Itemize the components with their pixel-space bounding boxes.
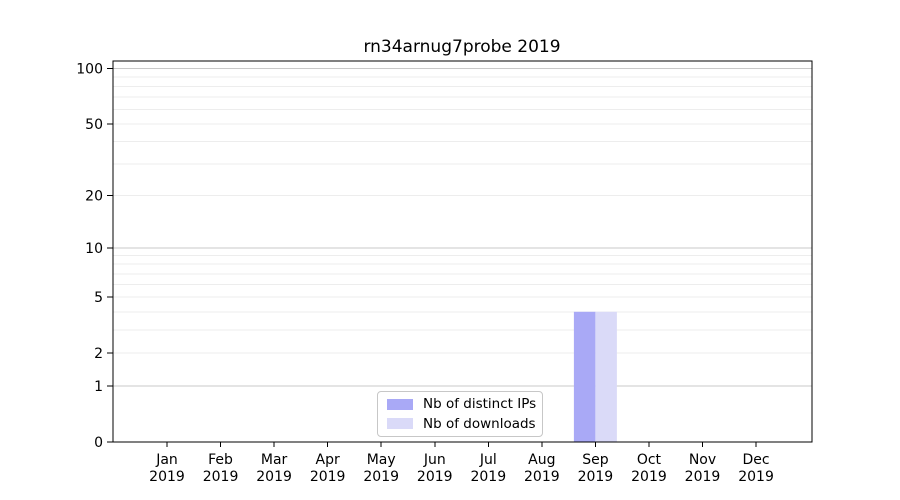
y-tick-label: 100: [76, 62, 103, 78]
x-tick-label-year: 2019: [685, 469, 721, 485]
legend-label-downloads: Nb of downloads: [423, 415, 536, 432]
y-tick-label: 2: [94, 346, 103, 362]
y-tick-label: 50: [85, 117, 103, 133]
x-tick-label-month: Feb: [208, 452, 233, 468]
plot-border: [112, 60, 813, 443]
x-tick-label-month: Jul: [479, 452, 497, 468]
legend: Nb of distinct IPs Nb of downloads: [377, 391, 543, 437]
y-tick-label: 5: [94, 290, 103, 306]
x-tick-label-year: 2019: [310, 469, 346, 485]
y-tick-label: 0: [94, 435, 103, 451]
legend-swatch-distinct-ips: [387, 398, 413, 410]
x-tick-label-month: Jun: [423, 452, 446, 468]
x-tick-label-year: 2019: [470, 469, 506, 485]
x-tick-label-year: 2019: [578, 469, 614, 485]
x-tick-label-month: Dec: [743, 452, 770, 468]
x-tick-label-year: 2019: [256, 469, 292, 485]
x-tick-label-month: Jan: [155, 452, 178, 468]
y-tick-label: 1: [94, 379, 103, 395]
x-tick-label-month: May: [367, 452, 396, 468]
y-tick-label: 20: [85, 189, 103, 205]
x-tick-label-month: Apr: [316, 452, 340, 468]
x-tick-label-year: 2019: [524, 469, 560, 485]
x-tick-label-year: 2019: [417, 469, 453, 485]
legend-item-distinct-ips: Nb of distinct IPs: [387, 396, 537, 413]
x-tick-label-year: 2019: [738, 469, 774, 485]
bar-nb-of-downloads: [595, 311, 617, 442]
x-tick-label-month: Nov: [689, 452, 716, 468]
chart-title: rn34arnug7probe 2019: [363, 37, 560, 57]
legend-item-downloads: Nb of downloads: [387, 415, 536, 432]
x-tick-label-month: Mar: [261, 452, 288, 468]
x-tick-label-month: Sep: [582, 452, 609, 468]
x-tick-label-year: 2019: [631, 469, 667, 485]
y-tick-label: 10: [85, 241, 103, 257]
x-tick-label-month: Oct: [637, 452, 662, 468]
bar-nb-of-distinct-ips: [573, 311, 596, 442]
legend-label-distinct-ips: Nb of distinct IPs: [423, 396, 537, 413]
x-tick-label-month: Aug: [528, 452, 555, 468]
x-tick-label-year: 2019: [203, 469, 239, 485]
x-tick-label-year: 2019: [363, 469, 399, 485]
x-tick-label-year: 2019: [149, 469, 185, 485]
legend-swatch-downloads: [387, 418, 413, 430]
